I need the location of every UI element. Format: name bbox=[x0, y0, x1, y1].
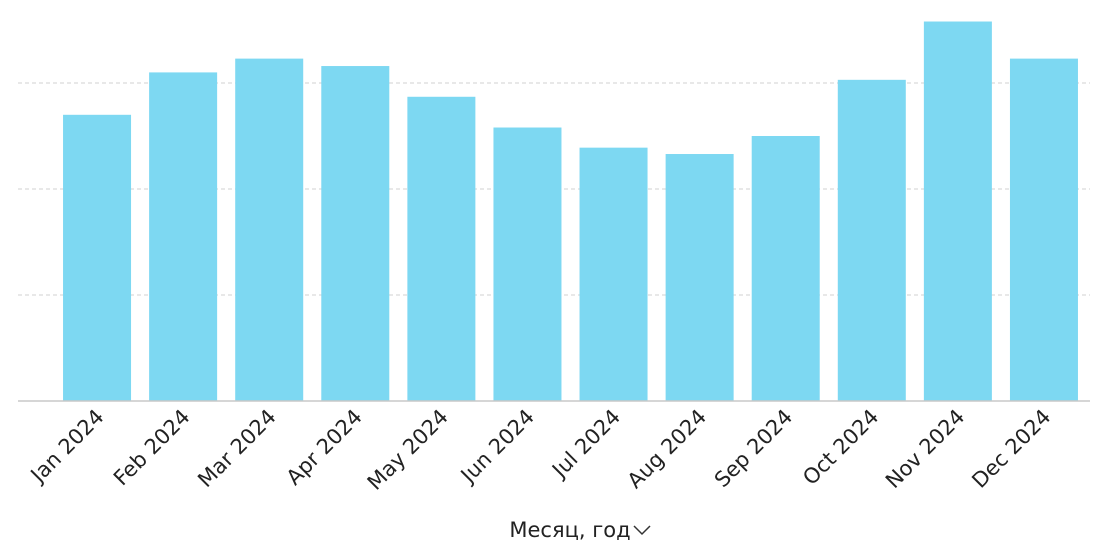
x-tick-label: Jan 2024 bbox=[25, 405, 109, 489]
x-tick-label: Jul 2024 bbox=[546, 405, 625, 484]
x-tick-label: Apr 2024 bbox=[282, 405, 367, 490]
x-axis-title: Месяц, год bbox=[509, 518, 630, 542]
bar bbox=[235, 58, 304, 402]
bar bbox=[923, 21, 992, 402]
x-tick-label: Nov 2024 bbox=[881, 405, 969, 493]
bar bbox=[493, 127, 562, 402]
bar bbox=[751, 136, 820, 401]
x-tick-label: May 2024 bbox=[363, 405, 453, 495]
x-tick-label: Mar 2024 bbox=[193, 405, 281, 493]
bar bbox=[579, 147, 648, 401]
bar bbox=[321, 66, 390, 401]
bar bbox=[1009, 58, 1078, 402]
sort-chevron[interactable] bbox=[633, 525, 651, 536]
bar bbox=[407, 96, 476, 401]
x-tick-label: Aug 2024 bbox=[623, 405, 711, 493]
bar bbox=[149, 72, 218, 402]
x-tick-label: Jun 2024 bbox=[455, 405, 539, 489]
x-tick-label: Dec 2024 bbox=[967, 405, 1055, 493]
x-tick-label: Feb 2024 bbox=[109, 405, 195, 491]
bar bbox=[837, 79, 906, 401]
bar bbox=[63, 114, 132, 402]
x-tick-label: Sep 2024 bbox=[710, 405, 797, 492]
x-tick-label: Oct 2024 bbox=[798, 405, 883, 490]
bar bbox=[665, 154, 734, 401]
